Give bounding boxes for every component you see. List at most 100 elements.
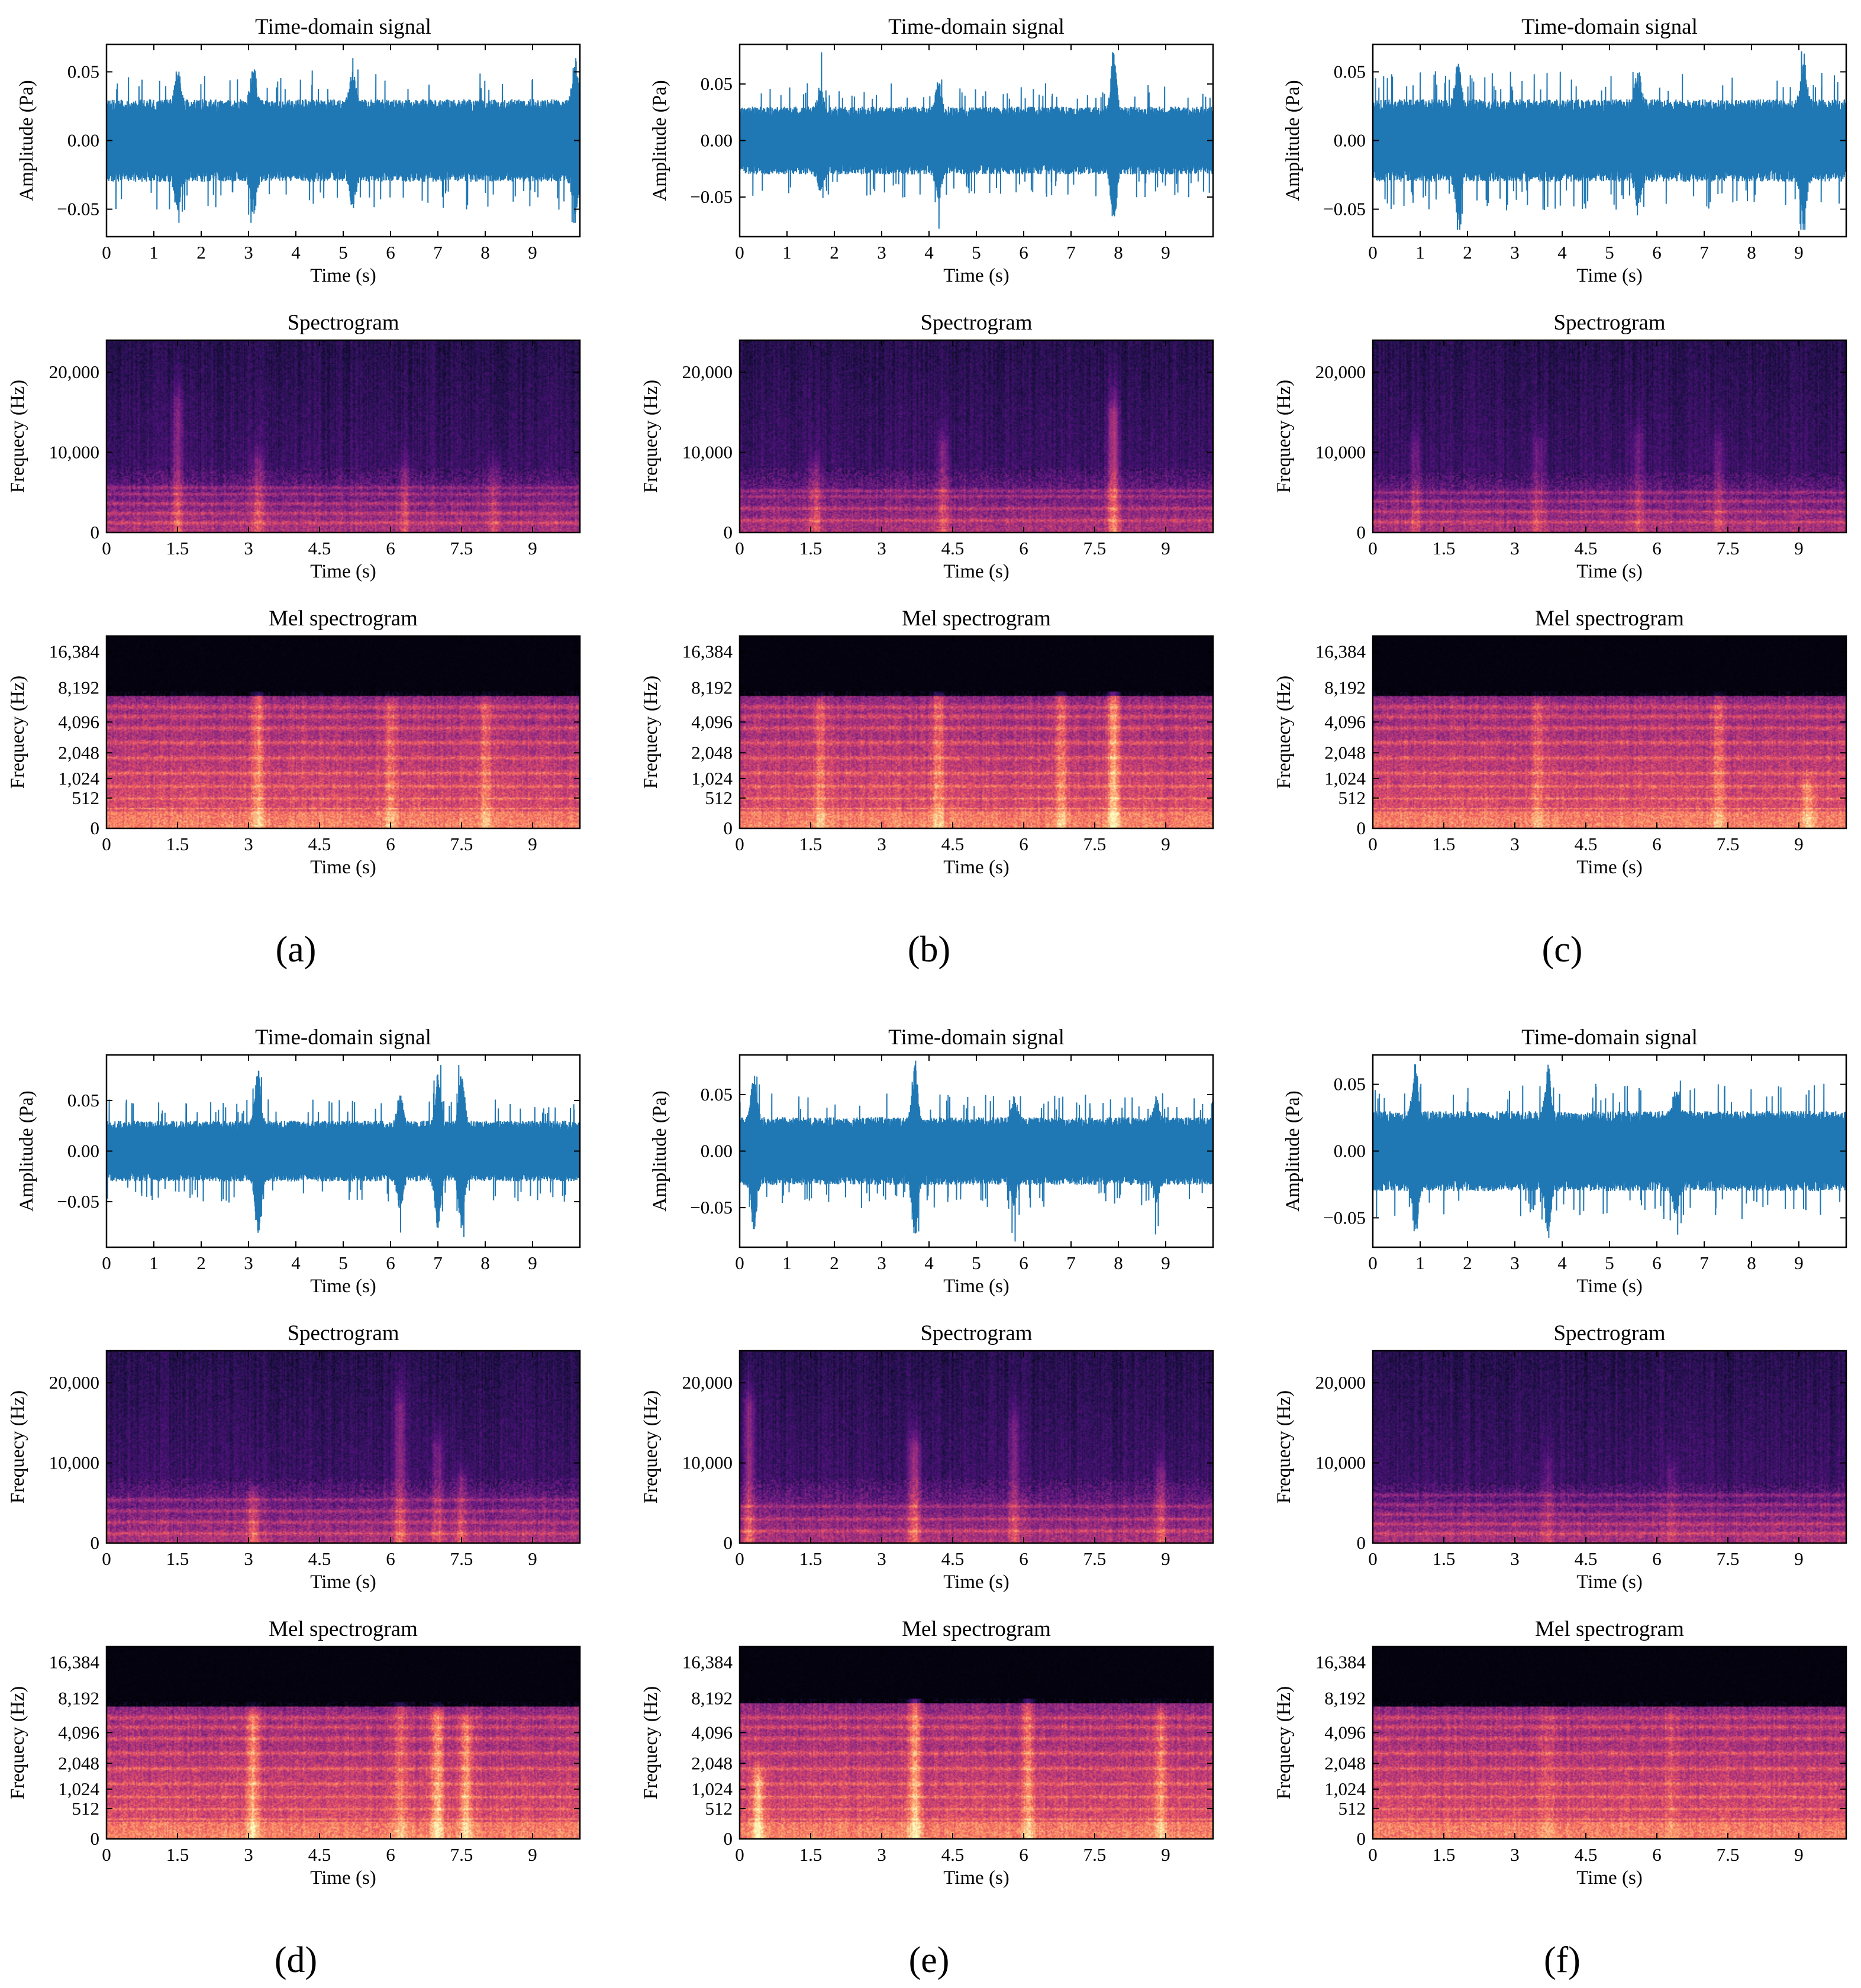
panel-c-time-signal-xtick-label: 4 xyxy=(1557,242,1567,263)
panel-a-mel-spectrogram-xtick-label: 6 xyxy=(386,834,395,854)
panel-f-time-signal-ytick-label: 0.00 xyxy=(1334,1141,1366,1161)
panel-a-mel-spectrogram-xtick-label: 9 xyxy=(528,834,537,854)
panel-d-spectrogram-xtick-label: 7.5 xyxy=(450,1548,473,1569)
panel-f-spectrogram-xtick-label: 1.5 xyxy=(1433,1548,1456,1569)
panel-f-spectrogram-xtick-label: 9 xyxy=(1794,1548,1804,1569)
panel-d-time-signal-xtick-label: 9 xyxy=(528,1253,537,1273)
panel-f-time-signal-xtick-label: 9 xyxy=(1794,1253,1804,1273)
panel-e-time-signal-xtick-label: 2 xyxy=(830,1253,839,1273)
panel-c-mel-spectrogram-axes-frame xyxy=(1372,635,1847,830)
panel-e-mel-spectrogram-ytick-label: 2,048 xyxy=(691,1753,733,1773)
panel-f-spectrogram-heatmap xyxy=(1373,1351,1846,1543)
panel-d-time-signal-xtick-label: 2 xyxy=(196,1253,206,1273)
panel-f-spectrogram: Spectrogram 0 1.5 3 4.5 6 7.5 9 Time (s) 20,000 10… xyxy=(1273,1321,1847,1593)
panel-a-mel-spectrogram-xlabel: Time (s) xyxy=(310,857,376,878)
panel-f-time-signal-ytick-label: 0.05 xyxy=(1334,1074,1366,1095)
panel-b-mel-spectrogram-ytick-label: 0 xyxy=(724,818,733,838)
panel-b-spectrogram-ylabel: Frequecy (Hz) xyxy=(640,380,662,493)
panel-label-b: (b) xyxy=(908,930,950,970)
panel-label-f: (f) xyxy=(1544,1940,1581,1980)
panel-e-mel-spectrogram-axes-frame xyxy=(738,1645,1214,1840)
panel-d-mel-spectrogram-xlabel: Time (s) xyxy=(310,1867,376,1889)
panel-d-time-signal-xlabel: Time (s) xyxy=(310,1276,376,1297)
panel-e-time-signal-ylabel: Amplitude (Pa) xyxy=(649,1090,670,1211)
panel-b-time-signal-xtick-label: 4 xyxy=(924,242,934,263)
panel-d-spectrogram-ytick-label: 20,000 xyxy=(49,1372,99,1393)
panel-c-time-signal-ytick-label: 0.05 xyxy=(1334,61,1366,82)
panel-b-time-signal-xtick-label: 6 xyxy=(1019,242,1028,263)
panel-c-time-signal-ytick-label: −0.05 xyxy=(1323,199,1366,220)
panel-d-mel-spectrogram-axes-frame xyxy=(105,1645,581,1840)
panel-a-time-signal-ytick-label: 0.00 xyxy=(67,130,99,151)
panel-d-mel-spectrogram-xtick-label: 0 xyxy=(102,1844,111,1865)
panel-c-spectrogram-xlabel: Time (s) xyxy=(1576,561,1643,582)
panel-b-mel-spectrogram-xtick-label: 3 xyxy=(877,834,886,854)
panel-b-spectrogram-xtick-label: 6 xyxy=(1019,538,1028,559)
panel-a-spectrogram-xtick-label: 3 xyxy=(244,538,253,559)
panel-e-mel-spectrogram-xtick-label: 3 xyxy=(877,1844,886,1865)
panel-a-mel-spectrogram-xtick-label: 3 xyxy=(244,834,253,854)
panel-c-spectrogram-xtick-label: 6 xyxy=(1652,538,1662,559)
panel-d-time-signal-xtick-label: 0 xyxy=(102,1253,111,1273)
panel-a-spectrogram-axes-frame xyxy=(105,339,581,534)
panel-d-mel-spectrogram-xtick-label: 7.5 xyxy=(450,1844,473,1865)
panel-e-spectrogram-xtick-label: 3 xyxy=(877,1548,886,1569)
panel-c-mel-spectrogram-ytick-label: 0 xyxy=(1357,818,1366,838)
panel-e-time-signal-xtick-label: 8 xyxy=(1114,1253,1123,1273)
panel-a-mel-spectrogram-ytick-label: 1,024 xyxy=(58,768,99,789)
panel-f-time-signal-xtick-label: 7 xyxy=(1699,1253,1709,1273)
panel-e-time-signal-ytick-label: −0.05 xyxy=(690,1197,733,1218)
panel-d-time-signal-xtick-label: 5 xyxy=(338,1253,348,1273)
panel-f-time-signal-xtick-label: 3 xyxy=(1510,1253,1520,1273)
panel-c-time-signal-xlabel: Time (s) xyxy=(1576,265,1643,286)
panel-d-mel-spectrogram-xtick-label: 3 xyxy=(244,1844,253,1865)
panel-f-spectrogram-xtick-label: 3 xyxy=(1510,1548,1520,1569)
panel-f-mel-spectrogram-ytick-label: 2,048 xyxy=(1324,1753,1366,1773)
panel-b-mel-spectrogram-ytick-label: 1,024 xyxy=(691,768,733,789)
panel-e-mel-spectrogram-ytick-label: 16,384 xyxy=(682,1652,733,1673)
panel-b-mel-spectrogram-xtick-label: 9 xyxy=(1161,834,1170,854)
panel-e-spectrogram-xlabel: Time (s) xyxy=(943,1571,1009,1593)
panel-d-mel-spectrogram-ytick-label: 16,384 xyxy=(49,1652,100,1673)
panel-b-time-signal-xtick-label: 2 xyxy=(830,242,839,263)
panel-e-mel-spectrogram-ytick-label: 1,024 xyxy=(691,1779,733,1799)
panel-b-spectrogram-ytick-label: 10,000 xyxy=(682,442,733,463)
panel-d-spectrogram-ylabel: Frequecy (Hz) xyxy=(7,1390,28,1504)
panel-f-mel-spectrogram-ytick-label: 0 xyxy=(1357,1828,1366,1849)
panel-f-time-signal-xtick-label: 1 xyxy=(1415,1253,1425,1273)
panel-a-spectrogram-title: Spectrogram xyxy=(287,311,399,335)
panel-c-mel-spectrogram-ylabel: Frequecy (Hz) xyxy=(1273,676,1295,789)
panel-e-mel-spectrogram-ytick-label: 8,192 xyxy=(691,1688,733,1709)
panel-b-time-signal-xtick-label: 8 xyxy=(1114,242,1123,263)
panel-b-mel-spectrogram-xtick-label: 4.5 xyxy=(941,834,965,854)
panel-d-time-signal-xtick-label: 6 xyxy=(386,1253,395,1273)
panel-a-mel-spectrogram-xtick-label: 0 xyxy=(102,834,111,854)
panel-d-spectrogram-xtick-label: 4.5 xyxy=(308,1548,331,1569)
panel-d-mel-spectrogram-ytick-label: 2,048 xyxy=(58,1753,99,1773)
panel-e-spectrogram-axes-frame xyxy=(738,1350,1214,1544)
panel-a-time-signal-xtick-label: 7 xyxy=(433,242,443,263)
panel-c-time-signal-xtick-label: 5 xyxy=(1605,242,1614,263)
panel-d-time-signal-ytick-label: 0.05 xyxy=(67,1090,99,1111)
panel-c-time-signal-xtick-label: 6 xyxy=(1652,242,1662,263)
panel-b-time-signal-xtick-label: 0 xyxy=(735,242,744,263)
panel-e-time-signal: Time-domain signal 0 1 2 3 4 5 6 7 8 9 Time (s) 0.05… xyxy=(649,1025,1214,1297)
panel-b-spectrogram-xlabel: Time (s) xyxy=(943,561,1009,582)
panel-c-spectrogram-xtick-label: 4.5 xyxy=(1575,538,1598,559)
panel-f-time-signal-xtick-label: 2 xyxy=(1463,1253,1472,1273)
panel-c-mel-spectrogram-xtick-label: 6 xyxy=(1652,834,1662,854)
panel-d-spectrogram-ytick-label: 10,000 xyxy=(49,1453,99,1473)
panel-d-spectrogram-xtick-label: 0 xyxy=(102,1548,111,1569)
panel-e-time-signal-xtick-label: 9 xyxy=(1161,1253,1170,1273)
panel-c-spectrogram-xtick-label: 3 xyxy=(1510,538,1520,559)
panel-b-mel-spectrogram: Mel spectrogram 0 1.5 3 4.5 6 7.5 9 Time (s) 16,3… xyxy=(640,606,1214,878)
panel-f-time-signal-title: Time-domain signal xyxy=(1521,1025,1698,1050)
panel-e-spectrogram-xtick-label: 9 xyxy=(1161,1548,1170,1569)
panel-d-mel-spectrogram-xtick-label: 9 xyxy=(528,1844,537,1865)
panel-e-time-signal-ytick-label: 0.00 xyxy=(701,1141,733,1161)
panel-e-time-signal-ytick-label: 0.05 xyxy=(701,1084,733,1105)
panel-f-mel-spectrogram-xtick-label: 1.5 xyxy=(1433,1844,1456,1865)
panel-f-spectrogram-title: Spectrogram xyxy=(1553,1321,1665,1345)
panel-d-time-signal-ytick-label: 0.00 xyxy=(67,1141,99,1161)
